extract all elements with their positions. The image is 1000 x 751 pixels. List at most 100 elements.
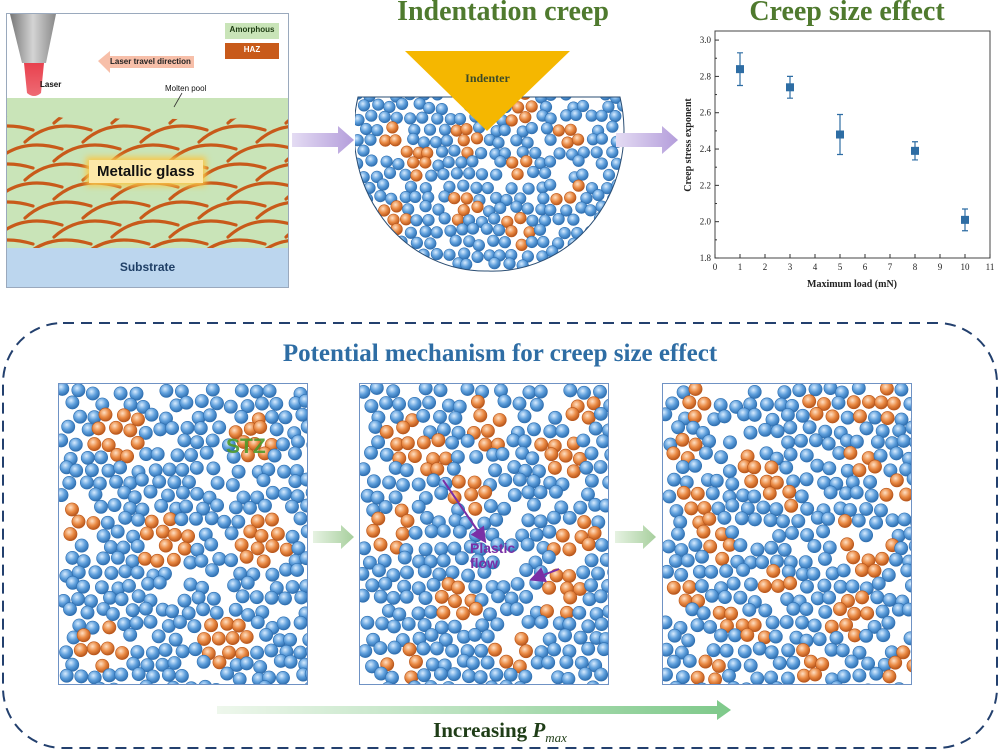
matrix-atom xyxy=(424,680,438,684)
matrix-atom xyxy=(410,214,423,227)
matrix-atom xyxy=(897,512,911,527)
matrix-atom xyxy=(727,680,740,684)
stz-atom xyxy=(846,395,861,410)
matrix-atom xyxy=(598,498,608,513)
stz-atom xyxy=(581,537,596,552)
haz-boundary xyxy=(139,200,209,220)
matrix-atom xyxy=(477,516,492,531)
matrix-atom xyxy=(188,642,203,657)
matrix-atom xyxy=(609,110,622,123)
matrix-atom xyxy=(85,386,100,401)
stz-atom xyxy=(747,618,762,633)
matrix-atom xyxy=(187,619,202,634)
stz-atom xyxy=(586,396,601,411)
matrix-atom xyxy=(85,620,100,635)
matrix-atom xyxy=(434,486,449,501)
matrix-atom xyxy=(517,434,532,449)
matrix-atom xyxy=(663,615,673,630)
stz-atom xyxy=(690,670,705,684)
matrix-atom xyxy=(481,182,494,195)
increasing-pmax-label: Increasing Pmax xyxy=(360,718,640,746)
stz-atom xyxy=(838,514,852,528)
matrix-atom xyxy=(300,524,307,539)
atoms-panel-1 xyxy=(59,384,307,684)
increasing-load-arrow-icon xyxy=(217,700,731,720)
y-tick-label: 2.8 xyxy=(700,71,712,81)
matrix-atom xyxy=(675,670,690,684)
matrix-atom xyxy=(522,270,535,272)
matrix-atom xyxy=(249,384,264,399)
matrix-atom xyxy=(492,224,506,237)
stz-atom xyxy=(390,200,403,213)
matrix-atom xyxy=(675,460,690,475)
matrix-atom xyxy=(423,101,436,115)
matrix-atom xyxy=(299,551,307,566)
x-tick-label: 1 xyxy=(738,262,743,272)
stz-atom xyxy=(762,486,777,501)
indenter-icon xyxy=(405,51,570,131)
matrix-atom xyxy=(807,539,822,554)
matrix-atom xyxy=(667,472,682,487)
matrix-atom xyxy=(80,450,95,465)
matrix-atom xyxy=(705,486,720,501)
matrix-atom xyxy=(913,463,914,476)
matrix-atom xyxy=(173,615,187,630)
matrix-atom xyxy=(291,434,305,449)
matrix-atom xyxy=(101,463,116,478)
stz-atom xyxy=(101,438,116,453)
matrix-atom xyxy=(443,248,456,261)
matrix-atom xyxy=(747,384,762,399)
matrix-atom xyxy=(234,409,249,424)
stz-atom xyxy=(410,169,423,182)
matrix-atom xyxy=(483,499,498,514)
matrix-atom xyxy=(382,681,394,684)
matrix-atom xyxy=(795,408,810,423)
matrix-atom xyxy=(544,133,557,146)
matrix-atom xyxy=(726,576,741,591)
haz-boundary xyxy=(23,200,93,220)
matrix-atom xyxy=(422,214,435,227)
matrix-atom xyxy=(510,577,525,591)
matrix-atom xyxy=(904,578,911,593)
haz-boundary xyxy=(206,238,267,248)
matrix-atom xyxy=(206,591,221,606)
matrix-atom xyxy=(706,643,721,658)
stz-atom xyxy=(666,446,681,461)
stz-atom xyxy=(371,511,386,526)
stz-atom xyxy=(540,604,554,619)
stz-atom xyxy=(566,464,581,479)
matrix-atom xyxy=(495,272,507,275)
matrix-atom xyxy=(503,667,518,682)
matrix-atom xyxy=(151,629,166,644)
matrix-atom xyxy=(543,155,557,168)
matrix-atom xyxy=(499,679,513,684)
matrix-atom xyxy=(480,222,493,235)
matrix-atom xyxy=(578,666,593,681)
matrix-atom xyxy=(417,564,432,579)
stz-atom xyxy=(852,463,867,478)
matrix-atom xyxy=(494,155,507,168)
stz-atom xyxy=(697,396,712,411)
mechanism-panel-3 xyxy=(662,383,914,685)
matrix-atom xyxy=(577,238,590,251)
matrix-atom xyxy=(96,551,111,566)
matrix-atom xyxy=(400,259,413,272)
data-point xyxy=(961,215,969,224)
stz-atom xyxy=(782,484,797,499)
stz-atom xyxy=(764,460,779,475)
stz-atom xyxy=(740,628,755,642)
stz-atom xyxy=(197,632,212,646)
matrix-atom xyxy=(134,472,149,487)
matrix-atom xyxy=(365,109,378,122)
matrix-atom xyxy=(118,510,133,525)
matrix-atom xyxy=(667,628,682,643)
matrix-atom xyxy=(193,421,208,436)
matrix-atom xyxy=(764,540,779,555)
matrix-atom xyxy=(59,668,74,683)
matrix-atom xyxy=(411,477,426,492)
matrix-atom xyxy=(544,178,557,191)
matrix-atom xyxy=(447,541,462,556)
matrix-atom xyxy=(558,628,573,643)
matrix-atom xyxy=(810,458,825,473)
matrix-atom xyxy=(794,433,808,448)
